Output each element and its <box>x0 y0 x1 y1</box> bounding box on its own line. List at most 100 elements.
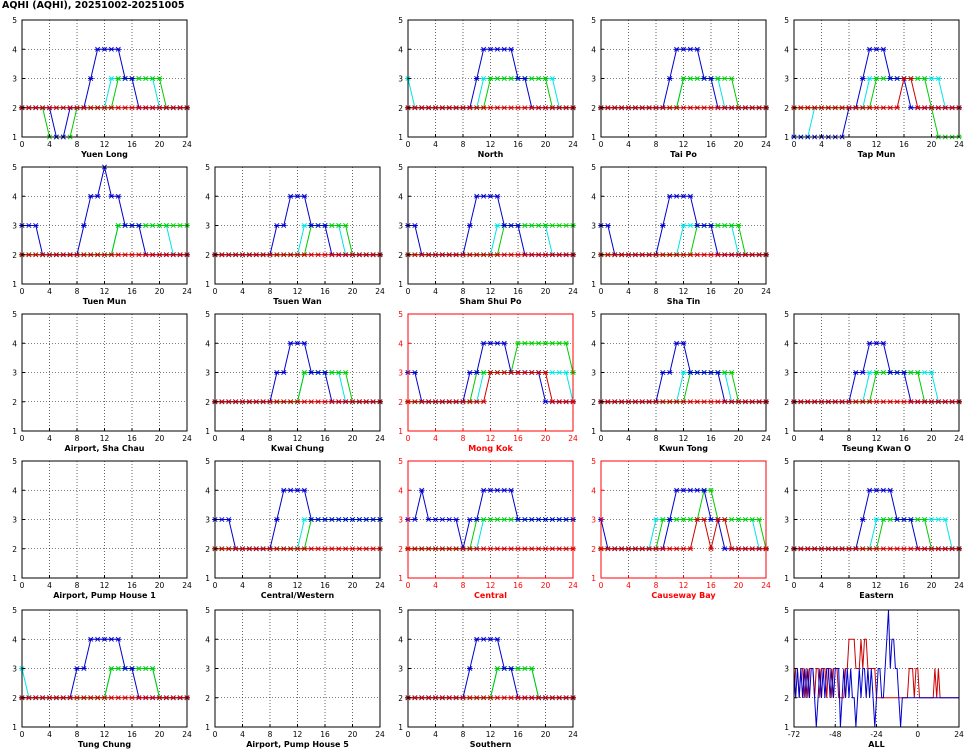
data-point <box>535 546 542 552</box>
data-point <box>115 193 122 199</box>
data-point <box>280 369 287 376</box>
x-tick-label: 0 <box>20 730 25 739</box>
data-point <box>646 252 652 258</box>
x-tick-label: 0 <box>915 730 920 739</box>
data-point <box>508 46 514 52</box>
data-point <box>60 252 67 258</box>
y-tick-label: 4 <box>398 486 403 495</box>
data-point <box>108 695 115 701</box>
x-tick-label: 0 <box>213 581 218 590</box>
y-tick-label: 3 <box>591 222 596 231</box>
data-point <box>859 105 866 111</box>
x-tick-label: 20 <box>348 434 358 443</box>
data-point <box>46 105 53 111</box>
data-point <box>335 369 342 376</box>
data-point <box>563 252 569 258</box>
y-tick-label: 1 <box>784 133 789 142</box>
data-point <box>673 516 680 523</box>
data-point <box>432 546 439 552</box>
data-point <box>177 695 183 701</box>
data-point <box>487 105 494 111</box>
data-point <box>901 369 907 376</box>
data-point <box>253 546 260 552</box>
data-point <box>494 252 501 258</box>
x-tick-label: 16 <box>706 434 716 443</box>
data-point <box>735 222 742 229</box>
data-point <box>928 369 935 376</box>
y-tick-label: 5 <box>591 163 596 172</box>
x-tick-label: 0 <box>20 434 25 443</box>
x-tick-label: 4 <box>433 730 438 739</box>
data-point <box>170 105 177 111</box>
data-point <box>549 369 556 376</box>
data-point <box>528 105 535 111</box>
y-tick-label: 2 <box>205 694 210 703</box>
data-point <box>701 487 707 493</box>
x-tick-label: 0 <box>20 140 25 149</box>
data-point <box>721 252 728 258</box>
x-tick-label: 0 <box>406 581 411 590</box>
panel-title: Tsuen Wan <box>273 297 322 306</box>
data-point <box>673 340 680 346</box>
data-point <box>866 487 873 493</box>
x-tick-label: -48 <box>829 730 841 739</box>
x-tick-label: 16 <box>706 287 716 296</box>
data-point <box>480 516 487 523</box>
data-point <box>535 252 542 258</box>
data-point <box>280 252 287 258</box>
data-point <box>721 75 728 82</box>
data-point <box>542 105 549 111</box>
series-line-day2 <box>408 78 573 109</box>
y-tick-label: 2 <box>398 398 403 407</box>
data-point <box>556 516 563 523</box>
data-point <box>853 546 859 552</box>
data-point <box>101 252 108 258</box>
data-point <box>177 222 183 229</box>
data-point <box>129 75 135 82</box>
x-tick-label: 4 <box>433 581 438 590</box>
data-point <box>460 399 466 405</box>
x-tick-label: 24 <box>761 581 771 590</box>
data-point <box>515 75 521 82</box>
data-point <box>467 516 473 523</box>
data-point <box>611 252 618 258</box>
data-point <box>322 252 328 258</box>
data-point <box>287 487 294 493</box>
data-point <box>246 252 253 258</box>
series-line-day2 <box>408 519 573 550</box>
data-point <box>666 369 673 376</box>
x-tick-label: 4 <box>47 434 52 443</box>
x-tick-label: 16 <box>513 434 523 443</box>
data-point <box>467 546 473 552</box>
data-point <box>942 399 949 405</box>
data-point <box>53 695 60 701</box>
data-point <box>901 516 907 523</box>
data-point <box>480 369 487 376</box>
x-tick-label: 24 <box>568 434 578 443</box>
x-tick-label: 24 <box>182 140 192 149</box>
x-tick-label: 12 <box>486 581 496 590</box>
data-point <box>880 340 887 346</box>
panel-all: 1 2 3 4 5 -72 -48 -24 0 24 ALL <box>784 606 964 749</box>
data-point <box>646 399 652 405</box>
data-point <box>487 695 494 701</box>
data-point <box>942 546 949 552</box>
data-point <box>453 399 459 405</box>
data-point <box>708 546 714 552</box>
data-point <box>721 369 728 376</box>
data-point <box>136 222 142 229</box>
data-point <box>246 399 253 405</box>
data-point <box>219 516 225 523</box>
data-point <box>308 399 315 405</box>
data-point <box>225 399 232 405</box>
data-point <box>219 252 225 258</box>
x-tick-label: 16 <box>320 730 330 739</box>
data-point <box>308 516 315 523</box>
data-point <box>480 75 487 82</box>
data-point <box>832 399 839 405</box>
data-point <box>177 252 183 258</box>
data-point <box>308 546 315 552</box>
data-point <box>81 105 87 111</box>
y-tick-label: 5 <box>784 16 789 25</box>
